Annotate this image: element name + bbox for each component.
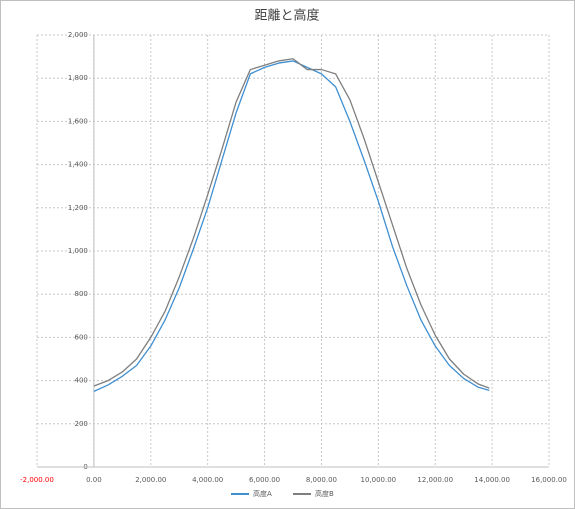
x-tick-label: 2,000.00 bbox=[135, 476, 166, 484]
x-tick-label: 4,000.00 bbox=[192, 476, 223, 484]
series-line bbox=[93, 60, 490, 392]
x-tick-label: 12,000.00 bbox=[417, 476, 453, 484]
x-tick-label: -2,000.00 bbox=[20, 476, 54, 484]
y-tick-label: 1,000 bbox=[68, 247, 88, 255]
x-tick-label: 6,000.00 bbox=[249, 476, 280, 484]
x-tick-label: 14,000.00 bbox=[474, 476, 510, 484]
x-tick-label: 0.00 bbox=[86, 476, 102, 484]
y-tick-label: 1,600 bbox=[68, 117, 88, 125]
y-tick-label: 1,200 bbox=[68, 204, 88, 212]
x-tick-label: 16,000.00 bbox=[531, 476, 567, 484]
legend-label: 高度A bbox=[253, 489, 272, 498]
y-tick-label: 1,400 bbox=[68, 161, 88, 169]
legend-label: 高度B bbox=[315, 489, 334, 498]
y-tick-label: 600 bbox=[75, 333, 88, 341]
x-tick-label: 10,000.00 bbox=[361, 476, 397, 484]
chart-title: 距離と高度 bbox=[254, 8, 319, 24]
y-tick-label: 400 bbox=[75, 377, 88, 385]
y-tick-label: 1,800 bbox=[68, 74, 88, 82]
series-line bbox=[93, 58, 490, 389]
y-tick-label: 800 bbox=[75, 290, 88, 298]
x-tick-label: 8,000.00 bbox=[306, 476, 337, 484]
y-tick-label: 200 bbox=[75, 420, 88, 428]
y-tick-label: 2,000 bbox=[68, 31, 88, 39]
